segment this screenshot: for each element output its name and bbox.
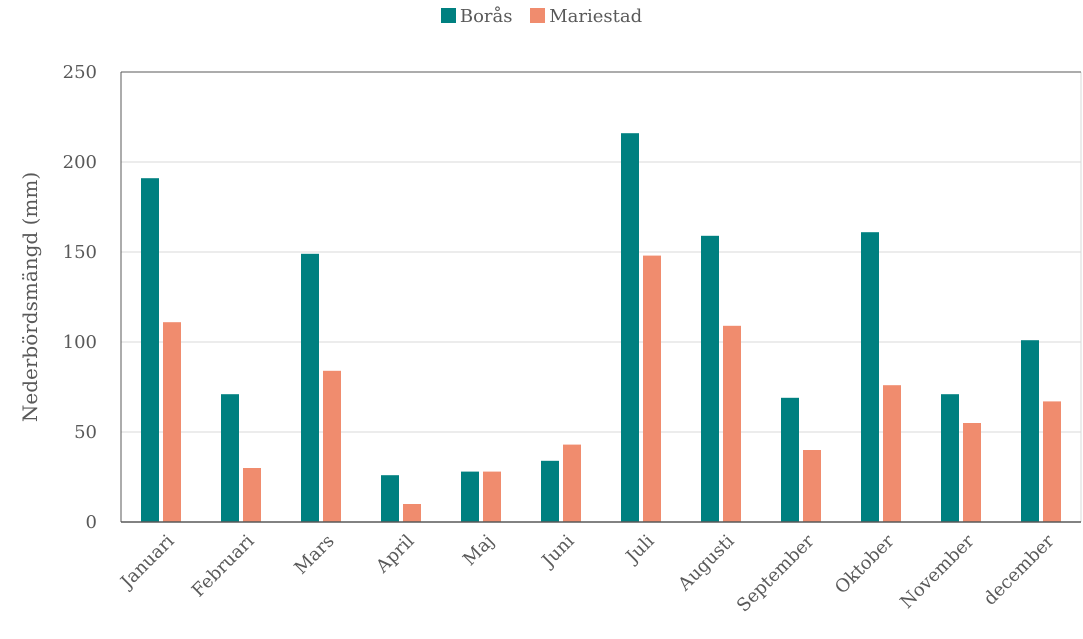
x-tick-label: Maj <box>459 531 498 570</box>
bar-boras <box>221 394 239 522</box>
x-tick-label: Mars <box>290 531 338 579</box>
y-tick-label: 100 <box>63 332 97 353</box>
bar-boras <box>1021 340 1039 522</box>
bar-mariestad <box>883 385 901 522</box>
bar-boras <box>701 235 719 523</box>
x-tick-label: Juni <box>537 531 579 573</box>
bar-mariestad <box>403 504 421 522</box>
y-tick-label: 50 <box>74 422 97 443</box>
legend-swatch-boras <box>440 8 456 23</box>
y-tick-label: 0 <box>86 512 97 533</box>
bar-mariestad <box>323 370 341 522</box>
bar-mariestad <box>723 325 741 522</box>
y-tick-label: 200 <box>63 152 97 173</box>
bar-mariestad <box>803 450 821 522</box>
bar-boras <box>381 475 399 522</box>
legend-label-mariestad: Mariestad <box>549 6 643 27</box>
y-tick-label: 250 <box>63 62 97 83</box>
bar-mariestad <box>243 468 261 522</box>
bar-boras <box>461 471 479 522</box>
bar-boras <box>781 397 799 522</box>
bar-mariestad <box>1043 401 1061 522</box>
bar-mariestad <box>963 423 981 522</box>
x-tick-label: September <box>733 530 819 616</box>
legend-item-mariestad: Mariestad <box>530 6 642 27</box>
y-tick-label: 150 <box>63 242 97 263</box>
bar-boras <box>621 133 639 522</box>
x-tick-label: Juli <box>621 531 659 569</box>
bar-boras <box>301 253 319 523</box>
x-tick-label: November <box>896 530 978 612</box>
x-tick-label: Januari <box>115 531 178 594</box>
legend-label-boras: Borås <box>459 6 513 27</box>
bar-mariestad <box>563 444 581 522</box>
legend-item-boras: Borås <box>440 6 513 27</box>
x-tick-label: Augusti <box>674 531 739 596</box>
bar-mariestad <box>483 471 501 522</box>
x-tick-label: december <box>980 530 1059 609</box>
bar-boras <box>861 232 879 522</box>
bar-mariestad <box>163 322 181 522</box>
x-tick-label: Februari <box>188 531 259 602</box>
bar-boras <box>941 394 959 522</box>
x-tick-label: Oktober <box>831 530 899 598</box>
bar-boras <box>541 460 559 522</box>
legend: Borås Mariestad <box>0 6 1083 27</box>
bar-mariestad <box>643 255 661 522</box>
bar-boras <box>141 178 159 522</box>
x-tick-label: April <box>371 531 418 578</box>
legend-swatch-mariestad <box>530 8 546 23</box>
